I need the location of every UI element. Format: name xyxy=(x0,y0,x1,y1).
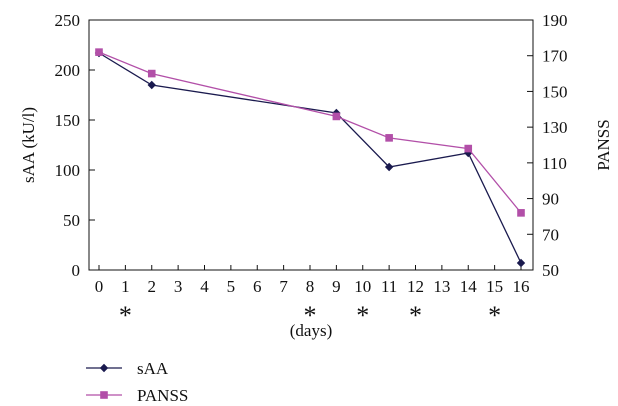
x-tick-label: 13 xyxy=(433,277,450,296)
right-tick-label: 90 xyxy=(542,190,559,209)
square-marker xyxy=(95,48,103,56)
legend-label: PANSS xyxy=(137,386,188,405)
x-tick-label: 6 xyxy=(253,277,262,296)
series-panss xyxy=(95,48,525,217)
x-tick-label: 2 xyxy=(148,277,157,296)
left-tick-label: 100 xyxy=(55,161,81,180)
axes xyxy=(88,19,534,271)
legend-label: sAA xyxy=(137,359,169,378)
right-tick-label: 150 xyxy=(542,82,568,101)
x-tick-label: 11 xyxy=(381,277,397,296)
asterisk-markers: * * * * * xyxy=(119,301,501,330)
legend-item: sAA xyxy=(86,359,169,378)
square-marker xyxy=(385,134,393,142)
asterisk-marker: * xyxy=(409,301,422,330)
left-tick-label: 50 xyxy=(63,211,80,230)
right-tick-label: 190 xyxy=(542,11,568,30)
y-right-axis-label: PANSS xyxy=(594,119,613,170)
plot-frame xyxy=(88,19,534,271)
left-tick-label: 150 xyxy=(55,111,81,130)
right-tick-label: 170 xyxy=(542,47,568,66)
diamond-marker xyxy=(99,363,109,373)
x-tick-label: 7 xyxy=(279,277,288,296)
right-axis-ticks: 50 70 90 110 130 150 170 190 xyxy=(527,11,568,280)
x-tick-label: 0 xyxy=(95,277,104,296)
asterisk-marker: * xyxy=(119,301,132,330)
x-tick-label: 3 xyxy=(174,277,183,296)
x-tick-label: 8 xyxy=(306,277,315,296)
square-marker xyxy=(147,69,156,78)
diamond-marker xyxy=(464,148,473,158)
x-tick-label: 15 xyxy=(486,277,503,296)
diamond-marker xyxy=(384,162,394,172)
x-tick-label: 9 xyxy=(332,277,341,296)
left-tick-label: 200 xyxy=(55,61,81,80)
diamond-marker xyxy=(147,80,156,90)
legend: sAA PANSS xyxy=(86,359,188,405)
x-tick-label: 16 xyxy=(513,277,530,296)
asterisk-marker: * xyxy=(356,301,369,330)
right-tick-label: 110 xyxy=(542,154,567,173)
x-axis-label: (days) xyxy=(290,321,332,340)
x-tick-label: 5 xyxy=(227,277,236,296)
series-group xyxy=(94,48,526,268)
y-left-axis-label: sAA (kU/l) xyxy=(19,107,38,183)
left-axis-ticks: 0 50 100 150 200 250 xyxy=(55,11,95,280)
asterisk-marker: * xyxy=(488,301,501,330)
series-line xyxy=(98,52,522,264)
x-tick-label: 10 xyxy=(354,277,371,296)
right-tick-label: 130 xyxy=(542,118,568,137)
x-tick-label: 4 xyxy=(200,277,209,296)
legend-item: PANSS xyxy=(86,386,188,405)
square-marker xyxy=(464,144,473,153)
x-axis-ticks: 0 1 2 3 4 5 6 7 8 9 10 11 12 13 14 15 16 xyxy=(95,265,530,296)
asterisk-marker: * xyxy=(304,301,317,330)
square-marker xyxy=(100,391,108,399)
x-tick-label: 12 xyxy=(407,277,424,296)
right-tick-label: 70 xyxy=(542,225,559,244)
diamond-marker xyxy=(516,258,526,268)
series-line xyxy=(98,51,522,214)
right-tick-label: 50 xyxy=(542,261,559,280)
left-tick-label: 250 xyxy=(55,11,81,30)
series-saa xyxy=(94,48,526,268)
left-tick-label: 0 xyxy=(72,261,81,280)
x-tick-label: 1 xyxy=(121,277,130,296)
square-marker xyxy=(332,112,341,121)
square-marker xyxy=(517,209,525,217)
x-tick-label: 14 xyxy=(460,277,478,296)
